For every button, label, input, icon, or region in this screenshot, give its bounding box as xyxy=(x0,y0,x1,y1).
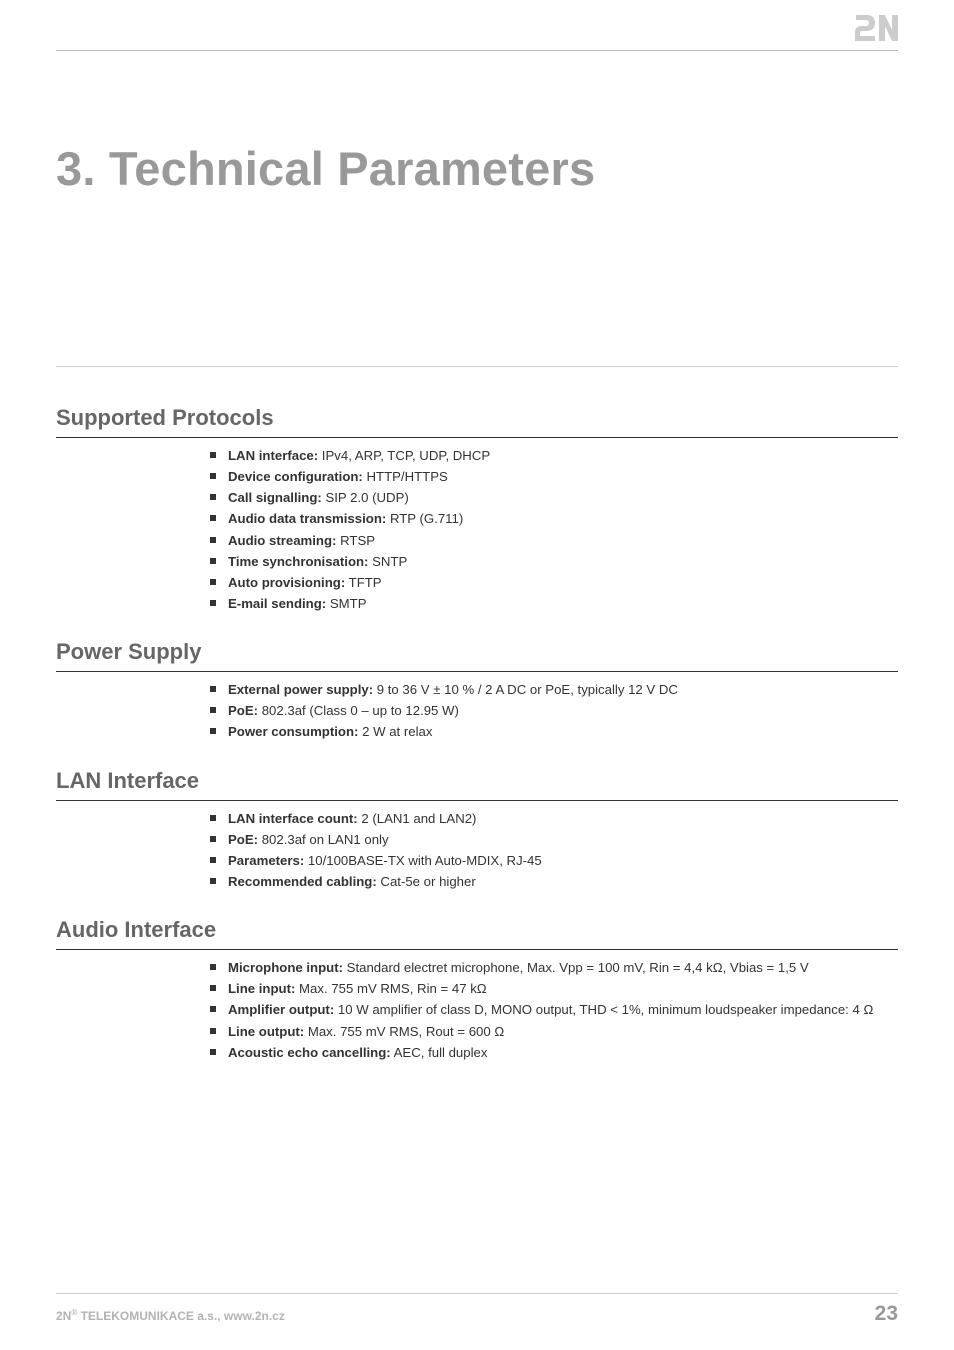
section-protocols: Supported Protocols LAN interface: IPv4,… xyxy=(56,405,898,613)
spec-label: Acoustic echo cancelling: xyxy=(228,1045,391,1060)
spec-label: PoE: xyxy=(228,832,258,847)
spec-label: Microphone input: xyxy=(228,960,343,975)
spec-value: Max. 755 mV RMS, Rout = 600 Ω xyxy=(304,1024,504,1039)
spec-label: External power supply: xyxy=(228,682,373,697)
spec-label: E-mail sending: xyxy=(228,596,326,611)
list-item: Line input: Max. 755 mV RMS, Rin = 47 kΩ xyxy=(228,979,898,998)
list-item: Call signalling: SIP 2.0 (UDP) xyxy=(228,488,898,507)
section-audio: Audio Interface Microphone input: Standa… xyxy=(56,917,898,1062)
spec-label: Line input: xyxy=(228,981,295,996)
spec-value: 10/100BASE-TX with Auto-MDIX, RJ-45 xyxy=(304,853,541,868)
spec-label: LAN interface: xyxy=(228,448,318,463)
footer-company: 2N® TELEKOMUNIKACE a.s., www.2n.cz xyxy=(56,1308,285,1323)
list-item: Amplifier output: 10 W amplifier of clas… xyxy=(228,1000,898,1019)
list-item: PoE: 802.3af (Class 0 – up to 12.95 W) xyxy=(228,701,898,720)
spec-label: Amplifier output: xyxy=(228,1002,334,1017)
spec-label: PoE: xyxy=(228,703,258,718)
list-item: External power supply: 9 to 36 V ± 10 % … xyxy=(228,680,898,699)
spec-label: Line output: xyxy=(228,1024,304,1039)
page-number: 23 xyxy=(875,1302,898,1326)
spec-value: TFTP xyxy=(345,575,381,590)
list-item: Audio data transmission: RTP (G.711) xyxy=(228,509,898,528)
spec-label: Audio data transmission: xyxy=(228,511,386,526)
spec-list-power: External power supply: 9 to 36 V ± 10 % … xyxy=(56,680,898,741)
spec-value: Standard electret microphone, Max. Vpp =… xyxy=(343,960,809,975)
section-rule xyxy=(56,949,898,950)
spec-value: 9 to 36 V ± 10 % / 2 A DC or PoE, typica… xyxy=(373,682,678,697)
footer-row: 2N® TELEKOMUNIKACE a.s., www.2n.cz 23 xyxy=(56,1302,898,1326)
spec-label: Audio streaming: xyxy=(228,533,336,548)
logo-2n-icon xyxy=(854,14,898,42)
footer-company-rest: TELEKOMUNIKACE a.s., www.2n.cz xyxy=(77,1309,285,1323)
brand-logo xyxy=(854,14,898,47)
spec-list-protocols: LAN interface: IPv4, ARP, TCP, UDP, DHCP… xyxy=(56,446,898,613)
spec-label: Device configuration: xyxy=(228,469,363,484)
spec-label: Parameters: xyxy=(228,853,304,868)
spec-value: HTTP/HTTPS xyxy=(363,469,448,484)
spec-value: RTP (G.711) xyxy=(386,511,463,526)
list-item: Line output: Max. 755 mV RMS, Rout = 600… xyxy=(228,1022,898,1041)
list-item: Acoustic echo cancelling: AEC, full dupl… xyxy=(228,1043,898,1062)
section-power: Power Supply External power supply: 9 to… xyxy=(56,639,898,741)
chapter-underline xyxy=(56,366,898,367)
section-lan: LAN Interface LAN interface count: 2 (LA… xyxy=(56,768,898,892)
list-item: Auto provisioning: TFTP xyxy=(228,573,898,592)
spec-value: Max. 755 mV RMS, Rin = 47 kΩ xyxy=(295,981,486,996)
list-item: E-mail sending: SMTP xyxy=(228,594,898,613)
spec-label: Auto provisioning: xyxy=(228,575,345,590)
spec-list-lan: LAN interface count: 2 (LAN1 and LAN2) P… xyxy=(56,809,898,892)
section-rule xyxy=(56,437,898,438)
section-rule xyxy=(56,800,898,801)
spec-value: AEC, full duplex xyxy=(391,1045,488,1060)
page-container: 3. Technical Parameters Supported Protoc… xyxy=(0,0,954,1062)
spec-value: 802.3af on LAN1 only xyxy=(258,832,389,847)
spec-value: IPv4, ARP, TCP, UDP, DHCP xyxy=(318,448,490,463)
spec-value: SMTP xyxy=(326,596,366,611)
list-item: Microphone input: Standard electret micr… xyxy=(228,958,898,977)
footer-company-prefix: 2N xyxy=(56,1309,71,1323)
section-rule xyxy=(56,671,898,672)
spec-value: Cat-5e or higher xyxy=(377,874,476,889)
list-item: Parameters: 10/100BASE-TX with Auto-MDIX… xyxy=(228,851,898,870)
spec-value: SIP 2.0 (UDP) xyxy=(322,490,409,505)
list-item: LAN interface: IPv4, ARP, TCP, UDP, DHCP xyxy=(228,446,898,465)
list-item: Time synchronisation: SNTP xyxy=(228,552,898,571)
list-item: PoE: 802.3af on LAN1 only xyxy=(228,830,898,849)
spec-value: 2 (LAN1 and LAN2) xyxy=(358,811,477,826)
spec-list-audio: Microphone input: Standard electret micr… xyxy=(56,958,898,1062)
list-item: Device configuration: HTTP/HTTPS xyxy=(228,467,898,486)
spec-label: Power consumption: xyxy=(228,724,358,739)
list-item: Audio streaming: RTSP xyxy=(228,531,898,550)
spec-label: Call signalling: xyxy=(228,490,322,505)
spec-value: 2 W at relax xyxy=(358,724,432,739)
spec-value: 802.3af (Class 0 – up to 12.95 W) xyxy=(258,703,459,718)
section-title-power: Power Supply xyxy=(56,639,898,665)
spec-value: RTSP xyxy=(336,533,375,548)
spec-label: Time synchronisation: xyxy=(228,554,368,569)
page-footer: 2N® TELEKOMUNIKACE a.s., www.2n.cz 23 xyxy=(56,1293,898,1326)
chapter-title: 3. Technical Parameters xyxy=(56,141,898,196)
spec-label: LAN interface count: xyxy=(228,811,358,826)
list-item: LAN interface count: 2 (LAN1 and LAN2) xyxy=(228,809,898,828)
section-title-lan: LAN Interface xyxy=(56,768,898,794)
spec-value: 10 W amplifier of class D, MONO output, … xyxy=(334,1002,873,1017)
spec-value: SNTP xyxy=(368,554,407,569)
footer-rule xyxy=(56,1293,898,1294)
list-item: Power consumption: 2 W at relax xyxy=(228,722,898,741)
section-title-protocols: Supported Protocols xyxy=(56,405,898,431)
list-item: Recommended cabling: Cat-5e or higher xyxy=(228,872,898,891)
header-rule xyxy=(56,50,898,51)
spec-label: Recommended cabling: xyxy=(228,874,377,889)
section-title-audio: Audio Interface xyxy=(56,917,898,943)
